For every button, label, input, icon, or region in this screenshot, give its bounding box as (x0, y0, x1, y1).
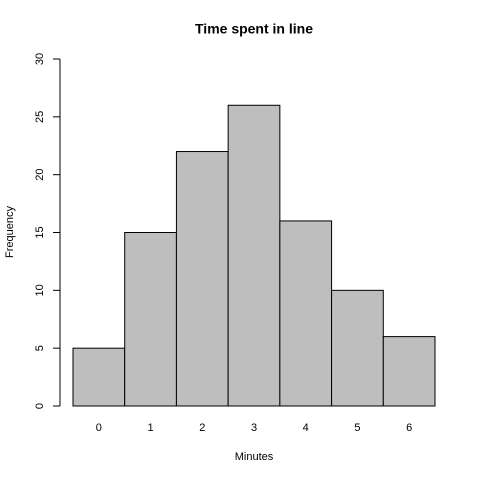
y-tick-label: 5 (34, 345, 46, 351)
bar (72, 347, 126, 407)
x-tick-label: 1 (148, 422, 154, 434)
y-tick-label: 20 (34, 169, 46, 181)
x-axis-label: Minutes (235, 451, 274, 463)
x-tick-label: 2 (199, 422, 205, 434)
x-tick-label: 4 (303, 422, 309, 434)
x-tick-label: 6 (406, 422, 412, 434)
bar (331, 289, 384, 407)
y-tick-label: 15 (34, 226, 46, 238)
bar (124, 232, 177, 407)
x-tick-label: 3 (251, 422, 257, 434)
bar (279, 220, 333, 407)
x-tick-label: 0 (96, 422, 102, 434)
bar (175, 151, 229, 407)
y-tick-label: 0 (34, 403, 46, 409)
x-tick-label: 5 (354, 422, 360, 434)
y-tick-label: 25 (34, 111, 46, 123)
bar (227, 104, 281, 407)
bar (382, 336, 436, 407)
y-tick-label: 30 (34, 53, 46, 65)
y-tick-label: 10 (34, 284, 46, 296)
chart-title: Time spent in line (195, 21, 313, 37)
y-axis-label: Frequency (4, 206, 16, 258)
